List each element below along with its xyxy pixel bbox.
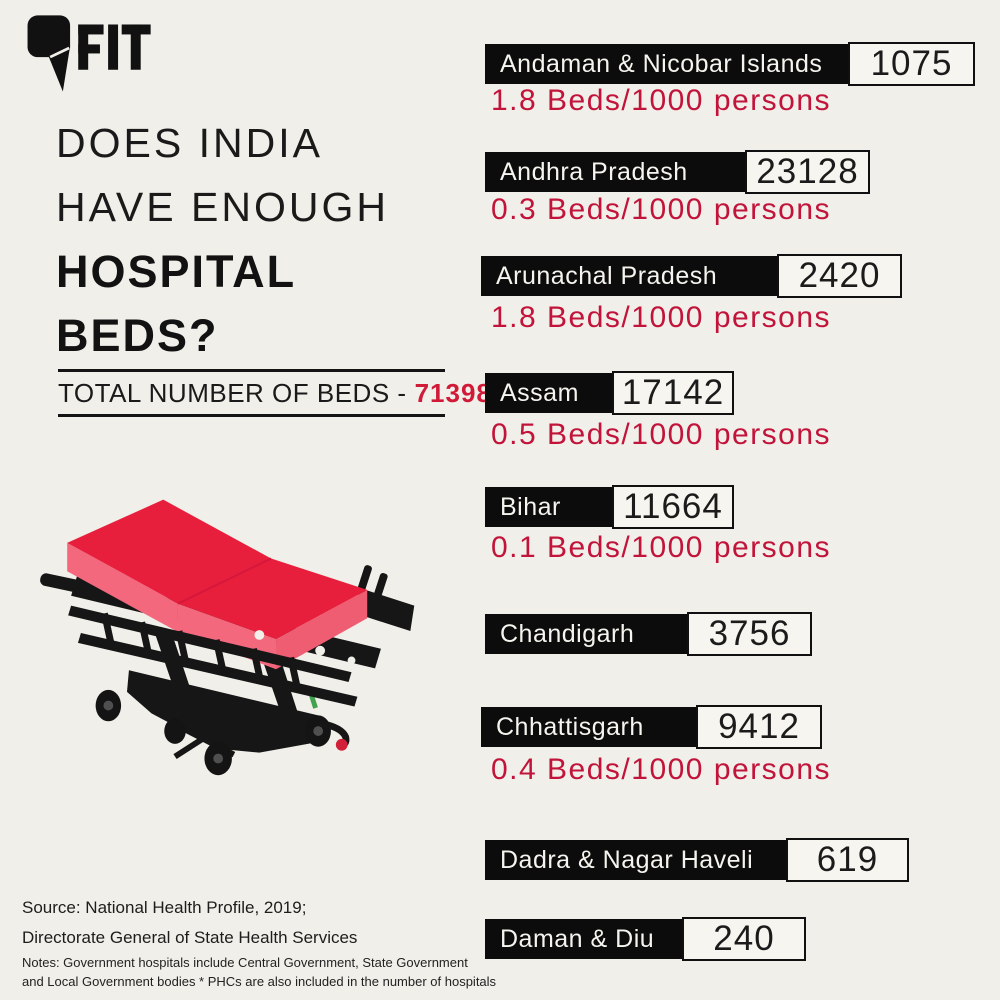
state-row: Chhattisgarh 9412 xyxy=(481,705,822,749)
divider-top xyxy=(58,369,445,372)
state-ratio: 0.4 Beds/1000 persons xyxy=(491,753,832,786)
state-name: Chandigarh xyxy=(485,614,687,654)
source-line1: Source: National Health Profile, 2019; xyxy=(22,898,307,917)
state-beds-count: 1075 xyxy=(848,42,975,86)
state-beds-count: 619 xyxy=(786,838,909,882)
state-row: Bihar 11664 xyxy=(485,485,734,529)
state-name: Andaman & Nicobar Islands xyxy=(485,44,848,84)
fit-quint-speech-bubble-logo xyxy=(27,15,151,92)
state-row: Andhra Pradesh 23128 xyxy=(485,150,870,194)
state-row: Arunachal Pradesh 2420 xyxy=(481,254,902,298)
source-text: Source: National Health Profile, 2019; D… xyxy=(22,893,357,953)
divider-bottom xyxy=(58,414,445,417)
state-row: Andaman & Nicobar Islands 1075 xyxy=(485,42,975,86)
state-beds-count: 9412 xyxy=(696,705,822,749)
notes-line2: and Local Government bodies * PHCs are a… xyxy=(22,974,497,989)
total-beds-line: TOTAL NUMBER OF BEDS -713986 xyxy=(58,378,507,409)
total-beds-label: TOTAL NUMBER OF BEDS - xyxy=(58,378,407,408)
state-name: Arunachal Pradesh xyxy=(481,256,777,296)
source-line2: Directorate General of State Health Serv… xyxy=(22,928,358,947)
state-row: Dadra & Nagar Haveli 619 xyxy=(485,838,909,882)
page-title-line2: HAVE ENOUGH xyxy=(56,184,389,230)
state-beds-count: 23128 xyxy=(745,150,870,194)
state-row: Daman & Diu 240 xyxy=(485,917,806,961)
state-row: Assam 17142 xyxy=(485,371,734,415)
state-name: Assam xyxy=(485,373,612,413)
page-title-line4: BEDS? xyxy=(56,310,219,361)
state-name: Daman & Diu xyxy=(485,919,682,959)
state-ratio: 1.8 Beds/1000 persons xyxy=(491,84,832,117)
state-ratio: 1.8 Beds/1000 persons xyxy=(491,301,832,334)
state-ratio: 0.3 Beds/1000 persons xyxy=(491,193,832,226)
state-row: Chandigarh 3756 xyxy=(485,612,812,656)
state-beds-count: 11664 xyxy=(612,485,734,529)
hospital-stretcher-illustration xyxy=(40,499,415,776)
page-title-line3: HOSPITAL xyxy=(56,246,297,297)
state-beds-count: 240 xyxy=(682,917,806,961)
state-ratio: 0.5 Beds/1000 persons xyxy=(491,418,832,451)
state-name: Bihar xyxy=(485,487,612,527)
page-title-line1: DOES INDIA xyxy=(56,120,323,166)
state-beds-count: 3756 xyxy=(687,612,812,656)
state-name: Andhra Pradesh xyxy=(485,152,745,192)
notes-text: Notes: Government hospitals include Cent… xyxy=(22,953,496,991)
state-name: Dadra & Nagar Haveli xyxy=(485,840,786,880)
notes-line1: Notes: Government hospitals include Cent… xyxy=(22,955,468,970)
state-ratio: 0.1 Beds/1000 persons xyxy=(491,531,832,564)
state-name: Chhattisgarh xyxy=(481,707,696,747)
state-beds-count: 2420 xyxy=(777,254,902,298)
state-beds-count: 17142 xyxy=(612,371,734,415)
